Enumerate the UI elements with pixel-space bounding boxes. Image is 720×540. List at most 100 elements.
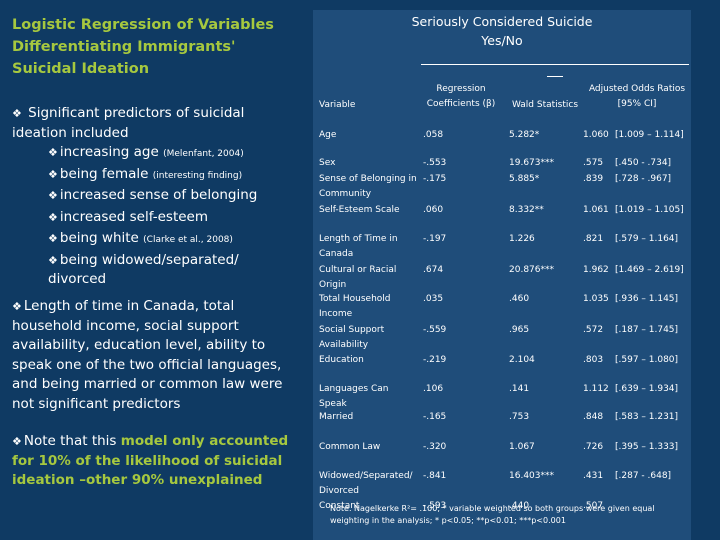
table-note: Note. Nagelkerke R²= .100; * variable we… (330, 504, 655, 525)
diamond-bullet-icon: ❖ (48, 253, 58, 267)
row-variable: Widowed/Separated/ Divorced (319, 471, 413, 496)
row-wald: .753 (509, 412, 530, 422)
row-ci: [.583 – 1.231] (615, 412, 679, 422)
row-variable: Social Support Availability (319, 325, 385, 350)
row-wald: 1.226 (509, 234, 535, 244)
diamond-bullet-icon: ❖ (12, 300, 22, 313)
row-variable: Length of Time in Canada (319, 234, 398, 259)
sig-item-text: being white (59, 230, 139, 246)
row-variable: Education (319, 355, 364, 365)
row-beta: .060 (423, 205, 444, 215)
row-wald: 5.282* (509, 130, 540, 140)
row-ci: [.639 – 1.934] (615, 384, 679, 394)
sig-item-citation: (interesting finding) (152, 170, 243, 181)
row-wald: 2.104 (509, 355, 535, 365)
row-beta: -.841 (423, 471, 447, 481)
row-variable: Age (319, 130, 337, 140)
row-variable: Sense of Belonging in Community (319, 174, 417, 199)
diamond-bullet-icon: ❖ (48, 210, 58, 224)
row-ci: [1.469 – 2.619] (615, 265, 684, 275)
col-header-beta: Regression Coefficients (β) (426, 84, 496, 109)
col-header-odds: Adjusted Odds Ratios [95% CI] (588, 84, 686, 109)
row-beta: -.559 (423, 325, 447, 335)
row-beta: -.197 (423, 234, 447, 244)
model-note-block: ❖ Note that this model only accounted for… (12, 432, 298, 491)
row-odds-ratio: 1.962 (583, 265, 609, 275)
row-odds-ratio: .507 (583, 501, 604, 511)
row-beta: -.165 (423, 412, 447, 422)
diamond-bullet-icon: ❖ (48, 146, 58, 159)
row-wald: 5.885* (509, 174, 540, 184)
row-ci: [.450 - .734] (615, 158, 672, 168)
row-odds-ratio: .803 (583, 355, 604, 365)
row-beta: -.219 (423, 355, 447, 365)
diamond-bullet-icon: ❖ (48, 232, 58, 245)
model-note-highlight: model only accounted for 10% of the like… (12, 433, 289, 488)
row-ci: [.187 – 1.745] (615, 325, 679, 335)
row-odds-ratio: 1.061 (583, 205, 609, 215)
significant-predictors-block: ❖ Significant predictors of suicidal ide… (12, 104, 298, 292)
row-variable: Married (319, 412, 354, 422)
row-variable: Common Law (319, 442, 381, 452)
row-odds-ratio: .575 (583, 158, 604, 168)
row-odds-ratio: .839 (583, 174, 604, 184)
row-variable: Total Household Income (319, 294, 391, 319)
sig-item: ❖ increased self-esteem (12, 208, 298, 230)
row-wald: 20.876*** (509, 265, 554, 275)
sig-item-text: being widowed/separated/ divorced (48, 251, 239, 288)
row-odds-ratio: 1.112 (583, 384, 609, 394)
row-beta: -.175 (423, 174, 447, 184)
model-note-prefix: Note that this (23, 433, 121, 449)
row-odds-ratio: .726 (583, 442, 604, 452)
row-wald: .141 (509, 384, 530, 394)
row-variable: Languages Can Speak (319, 384, 389, 409)
sig-item-citation: (Melenfant, 2004) (163, 149, 244, 159)
row-beta: .058 (423, 130, 444, 140)
nonsig-text: Length of time in Canada, total househol… (12, 298, 283, 412)
row-odds-ratio: .431 (583, 471, 604, 481)
row-odds-ratio: 1.060 (583, 130, 609, 140)
regression-table-panel: Seriously Considered Suicide Yes/No Vari… (313, 10, 691, 540)
row-wald: 16.403*** (509, 471, 554, 481)
sig-item-text: increasing age (59, 144, 159, 160)
row-wald: .965 (509, 325, 530, 335)
sig-intro-text: Significant predictors of suicidal ideat… (12, 105, 245, 141)
row-wald: 19.673*** (509, 158, 554, 168)
sig-item-text: increased self-esteem (59, 208, 209, 225)
col-header-wald: Wald Statistics (511, 100, 579, 110)
row-wald: 8.332** (509, 205, 544, 215)
row-ci: [.579 – 1.164] (615, 234, 679, 244)
row-odds-ratio: .572 (583, 325, 604, 335)
sig-item-text: being female (59, 165, 149, 182)
row-wald: .440 (509, 501, 530, 511)
header-rule (421, 64, 689, 65)
slide-title: Logistic Regression of Variables Differe… (12, 17, 274, 77)
diamond-bullet-icon: ❖ (12, 435, 22, 448)
row-beta: -.593 (423, 501, 447, 511)
row-variable: Sex (319, 158, 336, 168)
diamond-bullet-icon: ❖ (48, 167, 58, 181)
diamond-bullet-icon: ❖ (12, 107, 22, 120)
row-variable: Constant (319, 501, 360, 511)
sig-item: ❖ increasing age (Melenfant, 2004) (12, 143, 298, 165)
row-odds-ratio: .821 (583, 234, 604, 244)
col-header-variable: Variable (319, 100, 356, 110)
table-header: Seriously Considered Suicide Yes/No (411, 14, 593, 48)
sig-item: ❖ being widowed/separated/ divorced (12, 251, 298, 292)
sig-item: ❖ being white (Clarke et al., 2008) (12, 229, 298, 251)
row-beta: -.320 (423, 442, 447, 452)
row-wald: 1.067 (509, 442, 535, 452)
row-ci: [.936 – 1.145] (615, 294, 679, 304)
sig-list: ❖ increasing age (Melenfant, 2004) ❖ being … (12, 143, 298, 292)
sig-item-text: increased sense of belonging (59, 187, 258, 203)
diamond-bullet-icon: ❖ (48, 189, 58, 202)
row-ci: [.728 - .967] (615, 174, 672, 184)
sig-item-citation: (Clarke et al., 2008) (143, 235, 233, 245)
row-ci: [1.019 – 1.105] (615, 205, 684, 215)
row-wald: .460 (509, 294, 530, 304)
sig-intro: ❖ Significant predictors of suicidal ide… (12, 104, 298, 143)
row-beta: .035 (423, 294, 444, 304)
row-variable: Self-Esteem Scale (319, 205, 400, 215)
row-odds-ratio: .848 (583, 412, 604, 422)
row-beta: -.553 (423, 158, 447, 168)
